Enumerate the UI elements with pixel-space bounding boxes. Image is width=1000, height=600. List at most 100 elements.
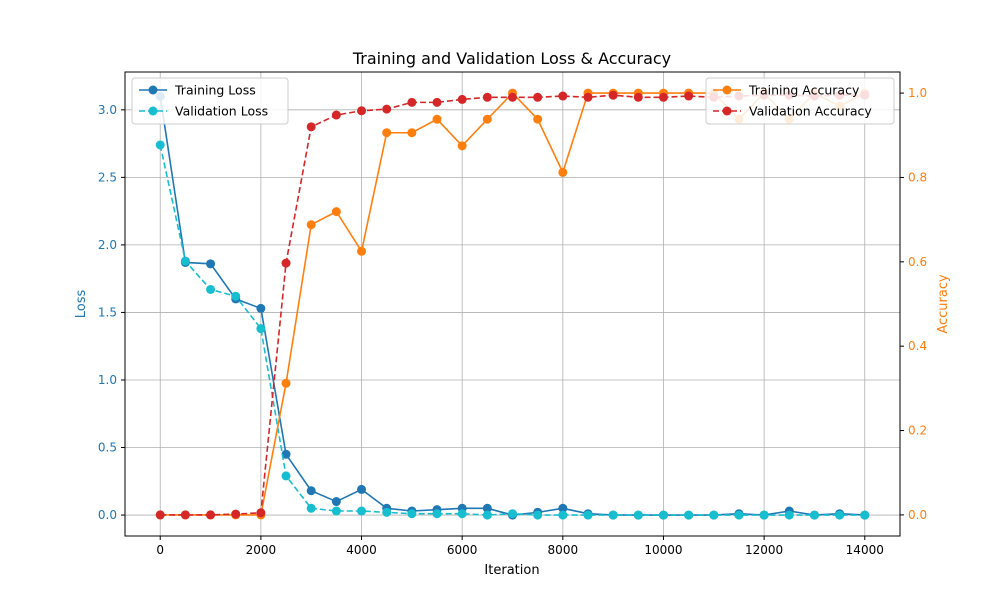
- data-point: [482, 503, 492, 513]
- x-tick-label: 8000: [548, 543, 579, 557]
- data-point: [357, 246, 367, 256]
- data-point: [155, 140, 165, 150]
- data-point: [482, 510, 492, 520]
- data-point: [508, 509, 517, 519]
- data-point: [331, 497, 341, 507]
- data-point: [432, 97, 442, 107]
- data-point: [331, 506, 341, 516]
- legend-marker: [148, 106, 158, 116]
- plot-frame: [124, 71, 901, 537]
- data-point: [533, 92, 543, 102]
- chart-title: Training and Validation Loss & Accuracy: [352, 49, 671, 68]
- data-point: [457, 141, 467, 151]
- data-point: [281, 378, 291, 388]
- left-y-tick-label: 1.5: [98, 305, 117, 319]
- right-y-tick-label: 0.0: [908, 508, 927, 522]
- data-point: [684, 91, 694, 101]
- data-point: [809, 510, 819, 520]
- series-layer: [155, 88, 870, 520]
- data-point: [256, 303, 266, 313]
- data-point: [306, 220, 316, 230]
- data-point: [357, 484, 367, 494]
- data-point: [306, 486, 316, 496]
- legend-label: Validation Accuracy: [749, 104, 872, 119]
- data-point: [784, 510, 794, 520]
- data-point: [281, 471, 291, 481]
- data-point: [583, 92, 593, 102]
- left-y-axis-label: Loss: [74, 290, 89, 319]
- data-point: [180, 256, 190, 266]
- legend-label: Training Loss: [174, 83, 256, 98]
- legend-box: [131, 77, 289, 125]
- right-y-tick-label: 0.4: [908, 339, 927, 353]
- data-point: [206, 284, 216, 294]
- data-point: [684, 510, 694, 520]
- x-axis-label: Iteration: [484, 563, 539, 578]
- data-point: [281, 449, 291, 459]
- data-point: [180, 510, 190, 520]
- data-point: [206, 510, 216, 520]
- series-line: [160, 94, 865, 516]
- x-tick-label: 2000: [246, 543, 277, 557]
- right-y-tick-label: 0.2: [908, 424, 927, 438]
- x-tick-label: 12000: [745, 543, 783, 557]
- data-point: [407, 97, 417, 107]
- data-point: [382, 128, 392, 138]
- data-point: [583, 510, 593, 520]
- right-y-tick-label: 1.0: [908, 86, 927, 100]
- data-point: [508, 92, 517, 102]
- right-y-axis: 0.0 0.2 0.4 0.6 0.8 1.0: [900, 86, 927, 522]
- data-point: [457, 94, 467, 104]
- data-point: [860, 510, 870, 520]
- series-training-loss: [155, 91, 870, 520]
- legend-marker: [148, 85, 158, 95]
- data-point: [231, 509, 241, 519]
- data-point: [558, 510, 568, 520]
- data-point: [357, 106, 367, 116]
- series-validation-loss: [155, 140, 870, 520]
- x-tick-label: 10000: [644, 543, 682, 557]
- x-tick-label: 6000: [447, 543, 478, 557]
- data-point: [658, 92, 668, 102]
- series-training-accuracy: [155, 88, 870, 520]
- legend-left: Training Loss Validation Loss: [131, 77, 289, 125]
- data-point: [558, 167, 568, 177]
- data-point: [357, 506, 367, 516]
- left-y-tick-label: 2.0: [98, 238, 117, 252]
- data-point: [281, 258, 291, 268]
- left-y-tick-label: 1.0: [98, 373, 117, 387]
- data-point: [759, 510, 769, 520]
- data-point: [407, 509, 417, 519]
- grid-lines: [125, 72, 900, 536]
- data-point: [331, 110, 341, 120]
- left-y-tick-label: 3.0: [98, 103, 117, 117]
- data-point: [533, 114, 543, 124]
- left-y-tick-label: 2.5: [98, 170, 117, 184]
- data-point: [608, 90, 618, 100]
- x-axis: 0 2000 4000 6000 8000 10000 12000 14000: [156, 536, 884, 557]
- data-point: [382, 104, 392, 114]
- series-line: [159, 96, 865, 516]
- left-y-tick-label: 0.5: [98, 441, 117, 455]
- legend-marker: [722, 85, 732, 95]
- legend-label: Validation Loss: [175, 104, 268, 119]
- data-point: [256, 324, 266, 334]
- series-line: [160, 91, 866, 516]
- data-point: [432, 114, 442, 124]
- data-point: [457, 509, 467, 519]
- right-y-axis-label: Accuracy: [936, 274, 951, 334]
- data-point: [231, 291, 241, 301]
- legend-label: Training Accuracy: [748, 83, 860, 98]
- data-point: [482, 114, 492, 124]
- legend-box: [705, 77, 895, 125]
- data-point: [633, 510, 643, 520]
- data-point: [558, 503, 568, 513]
- data-point: [407, 128, 417, 138]
- right-y-tick-label: 0.6: [908, 255, 927, 269]
- data-point: [835, 510, 845, 520]
- data-point: [608, 510, 618, 520]
- data-point: [658, 510, 668, 520]
- data-point: [306, 503, 316, 513]
- right-y-tick-label: 0.8: [908, 170, 927, 184]
